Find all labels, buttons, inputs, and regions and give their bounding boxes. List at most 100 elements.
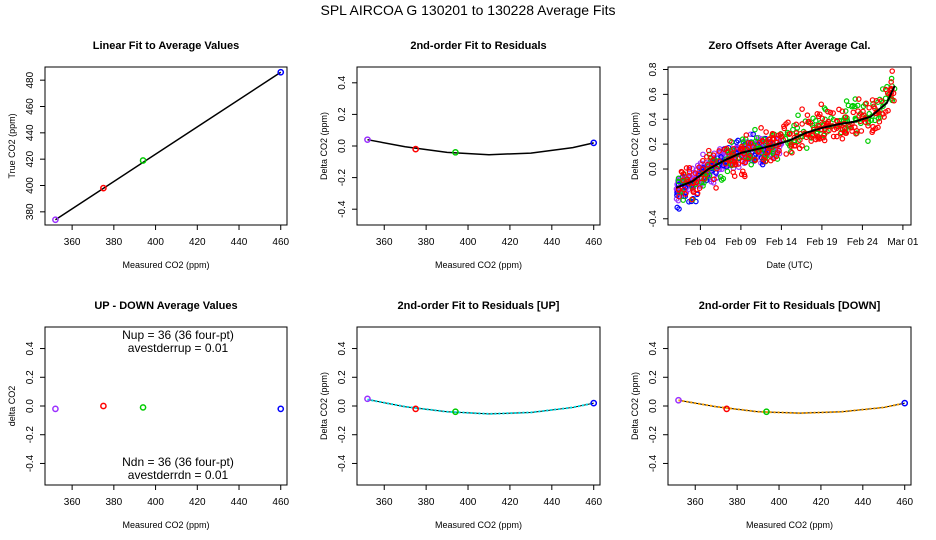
x-tick-label: 360 [64,497,81,508]
data-point [875,124,881,131]
data-point [795,112,801,119]
trend-line [675,85,896,189]
chart-p5: 2nd-order Fit to Residuals [UP] Measured … [319,300,602,530]
data-point [769,130,776,137]
y-tick-label: 400 [25,177,36,194]
page-title: SPL AIRCOA G 130201 to 130228 Average Fi… [321,2,616,18]
data-point [853,130,859,137]
y-axis-label: delta CO2 [7,386,17,427]
y-tick-label: 0.0 [337,139,348,153]
x-tick-label: 400 [147,497,164,508]
data-series-group [673,68,898,212]
data-point [843,98,850,104]
x-tick-label: 440 [231,237,248,248]
data-point [723,145,730,152]
data-point [764,149,771,156]
data-point [778,133,785,140]
data-point [842,108,849,114]
data-point [781,125,788,132]
data-point [752,126,758,133]
y-tick-label: 0.2 [337,370,348,384]
data-point [783,151,790,157]
x-tick-label: 420 [502,237,519,248]
y-tick-label: -0.4 [337,200,348,218]
fit-line [55,71,282,221]
chart-title: 2nd-order Fit to Residuals [DOWN] [699,300,881,312]
data-point [711,176,717,183]
x-tick-label: 460 [272,497,289,508]
y-tick-label: 0.0 [648,399,659,413]
data-point [750,131,756,138]
data-point [816,134,822,140]
x-tick-label: Mar 01 [887,237,919,248]
plot-frame [667,66,912,226]
x-tick-label: 380 [729,497,746,508]
x-tick-label: 360 [376,497,393,508]
y-tick-label: 0.4 [337,341,348,355]
y-tick-label: -0.4 [648,454,659,472]
data-point [675,396,682,404]
fit-curve [367,398,594,415]
data-point [815,113,822,120]
data-point [748,161,755,168]
data-point [724,168,731,175]
x-tick-label: 440 [231,497,248,508]
chart-p3: Zero Offsets After Average Cal. Date (UTC… [630,40,919,270]
data-point [676,193,682,200]
data-point [830,133,837,140]
data-point [819,121,825,127]
data-point [856,113,863,119]
data-point [821,137,828,144]
data-point [797,137,803,144]
data-point [739,158,746,165]
data-point [742,173,748,180]
data-point [731,158,738,165]
y-tick-label: 0.4 [337,75,348,89]
data-point [831,126,838,133]
plots-container: Linear Fit to Average Values Measured CO2… [7,40,919,530]
data-point [707,154,714,161]
y-tick-label: 480 [25,71,36,88]
y-axis-label: Delta CO2 (ppm) [319,372,329,440]
data-point [807,120,814,127]
data-point [732,161,739,168]
data-point [681,186,687,193]
data-point [696,185,703,191]
data-point [825,108,831,115]
data-point [52,216,59,224]
y-tick-label: 0.2 [337,107,348,121]
x-tick-label: 420 [189,237,206,248]
data-point [759,161,766,168]
annotation-nup: Nup = 36 (36 four-pt) [122,328,234,342]
x-tick-label: 420 [502,497,519,508]
x-tick-label: Feb 19 [806,237,838,248]
annotation-ndn: Ndn = 36 (36 four-pt) [122,455,234,469]
data-point [675,175,682,182]
data-point [871,103,877,110]
y-tick-label: -0.4 [648,210,659,228]
y-tick-label: 0.8 [648,62,659,76]
data-point [788,143,795,149]
data-point [714,165,720,172]
data-point [852,96,859,102]
x-tick-label: 380 [418,237,435,248]
x-tick-label: 460 [585,497,602,508]
y-tick-label: 0.6 [648,87,659,101]
data-point [723,405,731,413]
chart-title: UP - DOWN Average Values [94,300,237,312]
data-point [799,142,805,149]
data-point [703,154,710,160]
data-point [834,117,840,124]
data-point [858,128,865,134]
data-point [808,138,814,144]
data-point [739,136,746,142]
data-point [735,161,742,167]
x-tick-label: 400 [147,237,164,248]
data-point [722,160,729,167]
data-point [810,115,816,122]
y-tick-label: 460 [25,98,36,115]
data-point [818,101,825,108]
series-red [675,68,897,203]
y-axis-label: True CO2 (ppm) [7,113,17,178]
y-tick-label: -0.2 [648,426,659,444]
